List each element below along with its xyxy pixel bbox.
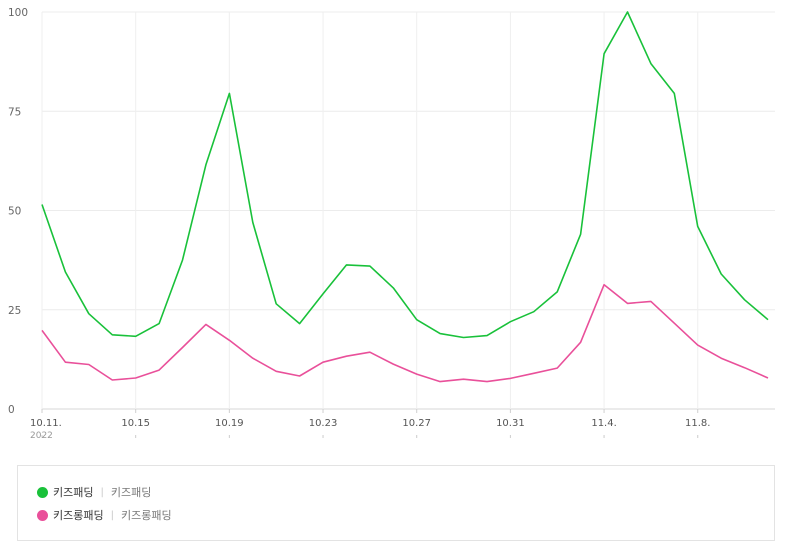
x-tick-label: 10.31 xyxy=(496,418,525,429)
x-tick-label: 10.27 xyxy=(402,418,431,429)
legend-separator: | xyxy=(110,509,114,521)
legend-label: 키즈롱패딩 xyxy=(53,509,104,522)
x-tick-label: 10.15 xyxy=(121,418,150,429)
legend-sublabel: 키즈롱패딩 xyxy=(120,509,172,522)
legend-sublabel: 키즈패딩 xyxy=(110,486,152,499)
y-tick-label: 50 xyxy=(8,206,21,218)
series-line-0 xyxy=(41,11,769,339)
x-year-label: 2022 xyxy=(30,431,53,441)
x-tick-label: 11.8. xyxy=(685,418,710,429)
line-chart: 0 25 50 75 100 10.11. 10.15 10.19 10.23 10.27 10.3… xyxy=(8,7,775,441)
x-tick-label: 10.11. xyxy=(30,418,62,429)
x-tick-label: 10.23 xyxy=(309,418,338,429)
y-tick-label: 25 xyxy=(8,305,21,317)
legend-item-kids-padding[interactable]: 키즈패딩 | 키즈패딩 xyxy=(37,484,151,500)
legend-separator: | xyxy=(100,486,104,498)
legend: 키즈패딩 | 키즈패딩 키즈롱패딩 | 키즈롱패딩 xyxy=(17,465,775,541)
x-tick-label: 11.4. xyxy=(591,418,616,429)
legend-item-kids-long-padding[interactable]: 키즈롱패딩 | 키즈롱패딩 xyxy=(37,507,172,523)
y-tick-label: 100 xyxy=(8,7,28,19)
series-line-1 xyxy=(41,283,769,383)
legend-label: 키즈패딩 xyxy=(53,486,94,499)
chart-area: 0 25 50 75 100 10.11. 10.15 10.19 10.23 10.27 10.3… xyxy=(8,7,775,441)
legend-dot-green-icon xyxy=(37,486,48,498)
legend-dot-pink-icon xyxy=(37,509,48,521)
y-tick-label: 0 xyxy=(8,404,15,416)
y-tick-label: 75 xyxy=(8,106,21,118)
x-tick-label: 10.19 xyxy=(215,418,244,429)
